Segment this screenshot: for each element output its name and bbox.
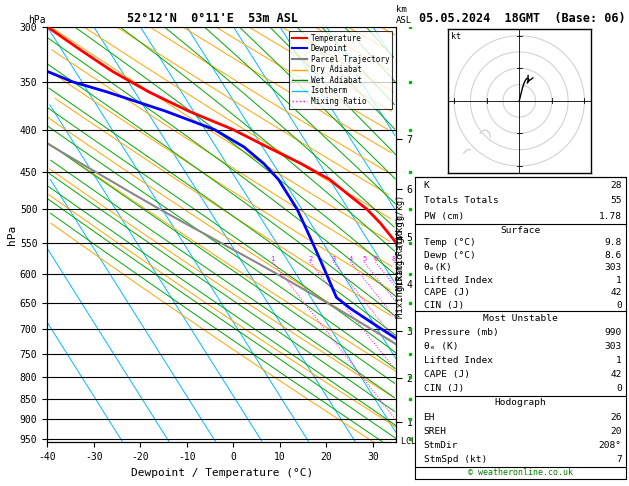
Text: 5: 5 bbox=[362, 256, 366, 262]
Text: θₑ(K): θₑ(K) bbox=[423, 263, 452, 272]
Text: 1: 1 bbox=[270, 256, 275, 262]
Text: CAPE (J): CAPE (J) bbox=[423, 370, 470, 379]
Text: Mixing Ratio (g/kg): Mixing Ratio (g/kg) bbox=[396, 216, 404, 318]
Text: 42: 42 bbox=[610, 370, 621, 379]
Text: CAPE (J): CAPE (J) bbox=[423, 288, 470, 297]
Text: 2: 2 bbox=[308, 256, 313, 262]
Text: 8: 8 bbox=[392, 256, 396, 262]
Text: 990: 990 bbox=[604, 328, 621, 337]
Text: PW (cm): PW (cm) bbox=[423, 212, 464, 221]
Text: 05.05.2024  18GMT  (Base: 06): 05.05.2024 18GMT (Base: 06) bbox=[419, 12, 625, 25]
Text: Surface: Surface bbox=[501, 226, 540, 235]
Text: 26: 26 bbox=[610, 413, 621, 421]
Text: 8.6: 8.6 bbox=[604, 251, 621, 260]
Text: SREH: SREH bbox=[423, 427, 447, 436]
Text: Hodograph: Hodograph bbox=[494, 399, 547, 407]
Text: 0: 0 bbox=[616, 301, 621, 310]
Text: StmSpd (kt): StmSpd (kt) bbox=[423, 455, 487, 464]
Text: 6: 6 bbox=[374, 256, 377, 262]
Text: Totals Totals: Totals Totals bbox=[423, 196, 498, 205]
Text: K: K bbox=[423, 181, 430, 190]
Text: 42: 42 bbox=[610, 288, 621, 297]
Text: Pressure (mb): Pressure (mb) bbox=[423, 328, 498, 337]
Legend: Temperature, Dewpoint, Parcel Trajectory, Dry Adiabat, Wet Adiabat, Isotherm, Mi: Temperature, Dewpoint, Parcel Trajectory… bbox=[289, 31, 392, 109]
X-axis label: Dewpoint / Temperature (°C): Dewpoint / Temperature (°C) bbox=[131, 468, 313, 478]
Text: 208°: 208° bbox=[599, 441, 621, 450]
Text: Mixing Ratio (g/kg): Mixing Ratio (g/kg) bbox=[396, 195, 405, 291]
Text: Lifted Index: Lifted Index bbox=[423, 276, 493, 285]
Text: 28: 28 bbox=[610, 181, 621, 190]
Text: Lifted Index: Lifted Index bbox=[423, 356, 493, 365]
Text: kt: kt bbox=[451, 33, 461, 41]
Text: 9.8: 9.8 bbox=[604, 238, 621, 247]
Text: 55: 55 bbox=[610, 196, 621, 205]
Text: CIN (J): CIN (J) bbox=[423, 384, 464, 393]
Text: 1: 1 bbox=[616, 356, 621, 365]
Text: 0: 0 bbox=[616, 384, 621, 393]
Text: EH: EH bbox=[423, 413, 435, 421]
Text: 1.78: 1.78 bbox=[599, 212, 621, 221]
Text: LCL: LCL bbox=[396, 437, 416, 446]
Text: StmDir: StmDir bbox=[423, 441, 458, 450]
Text: CIN (J): CIN (J) bbox=[423, 301, 464, 310]
Text: 3: 3 bbox=[331, 256, 336, 262]
Text: 7: 7 bbox=[616, 455, 621, 464]
Text: 20: 20 bbox=[610, 427, 621, 436]
Text: 303: 303 bbox=[604, 342, 621, 351]
Text: 303: 303 bbox=[604, 263, 621, 272]
Text: hPa: hPa bbox=[28, 15, 45, 25]
Text: Temp (°C): Temp (°C) bbox=[423, 238, 476, 247]
Text: θₑ (K): θₑ (K) bbox=[423, 342, 458, 351]
Text: km
ASL: km ASL bbox=[396, 5, 413, 25]
Text: 52°12'N  0°11'E  53m ASL: 52°12'N 0°11'E 53m ASL bbox=[127, 12, 298, 25]
Text: Most Unstable: Most Unstable bbox=[483, 314, 558, 323]
Text: © weatheronline.co.uk: © weatheronline.co.uk bbox=[468, 468, 573, 477]
Y-axis label: hPa: hPa bbox=[7, 225, 17, 244]
Text: 1: 1 bbox=[616, 276, 621, 285]
Text: 4: 4 bbox=[348, 256, 353, 262]
Text: Dewp (°C): Dewp (°C) bbox=[423, 251, 476, 260]
